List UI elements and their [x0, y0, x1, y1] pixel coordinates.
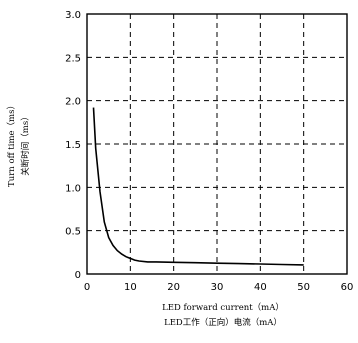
x-tick-label: 60 [341, 282, 354, 293]
y-tick-label: 1.5 [65, 140, 81, 151]
x-tick-label: 40 [254, 282, 267, 293]
y-tick-label: 0.5 [65, 227, 81, 238]
grid-lines [87, 14, 347, 274]
x-tick-label: 10 [124, 282, 137, 293]
x-tick-label: 0 [84, 282, 90, 293]
x-tick-label: 50 [297, 282, 310, 293]
y-tick-labels: 0 0.5 1.0 1.5 2.0 2.5 3.0 [65, 10, 81, 281]
y-tick-label: 3.0 [65, 10, 81, 21]
plot-frame [86, 13, 348, 275]
x-axis-label-cn: LED工作（正向）电流（mA） [164, 317, 282, 328]
x-tick-label: 30 [211, 282, 224, 293]
y-tick-label: 2.0 [65, 97, 81, 108]
x-tick-labels: 0 10 20 30 40 50 60 [84, 282, 354, 293]
x-axis-label: LED forward current（mA） [162, 302, 284, 313]
x-tick-label: 20 [167, 282, 180, 293]
y-axis-label: Turn off time（ms） [6, 101, 17, 187]
y-axis-label-cn: 关断时间（ms） [20, 112, 31, 175]
series-line [92, 107, 304, 266]
y-tick-label: 0 [75, 270, 81, 281]
y-tick-label: 2.5 [65, 53, 81, 64]
y-tick-label: 1.0 [65, 183, 81, 194]
